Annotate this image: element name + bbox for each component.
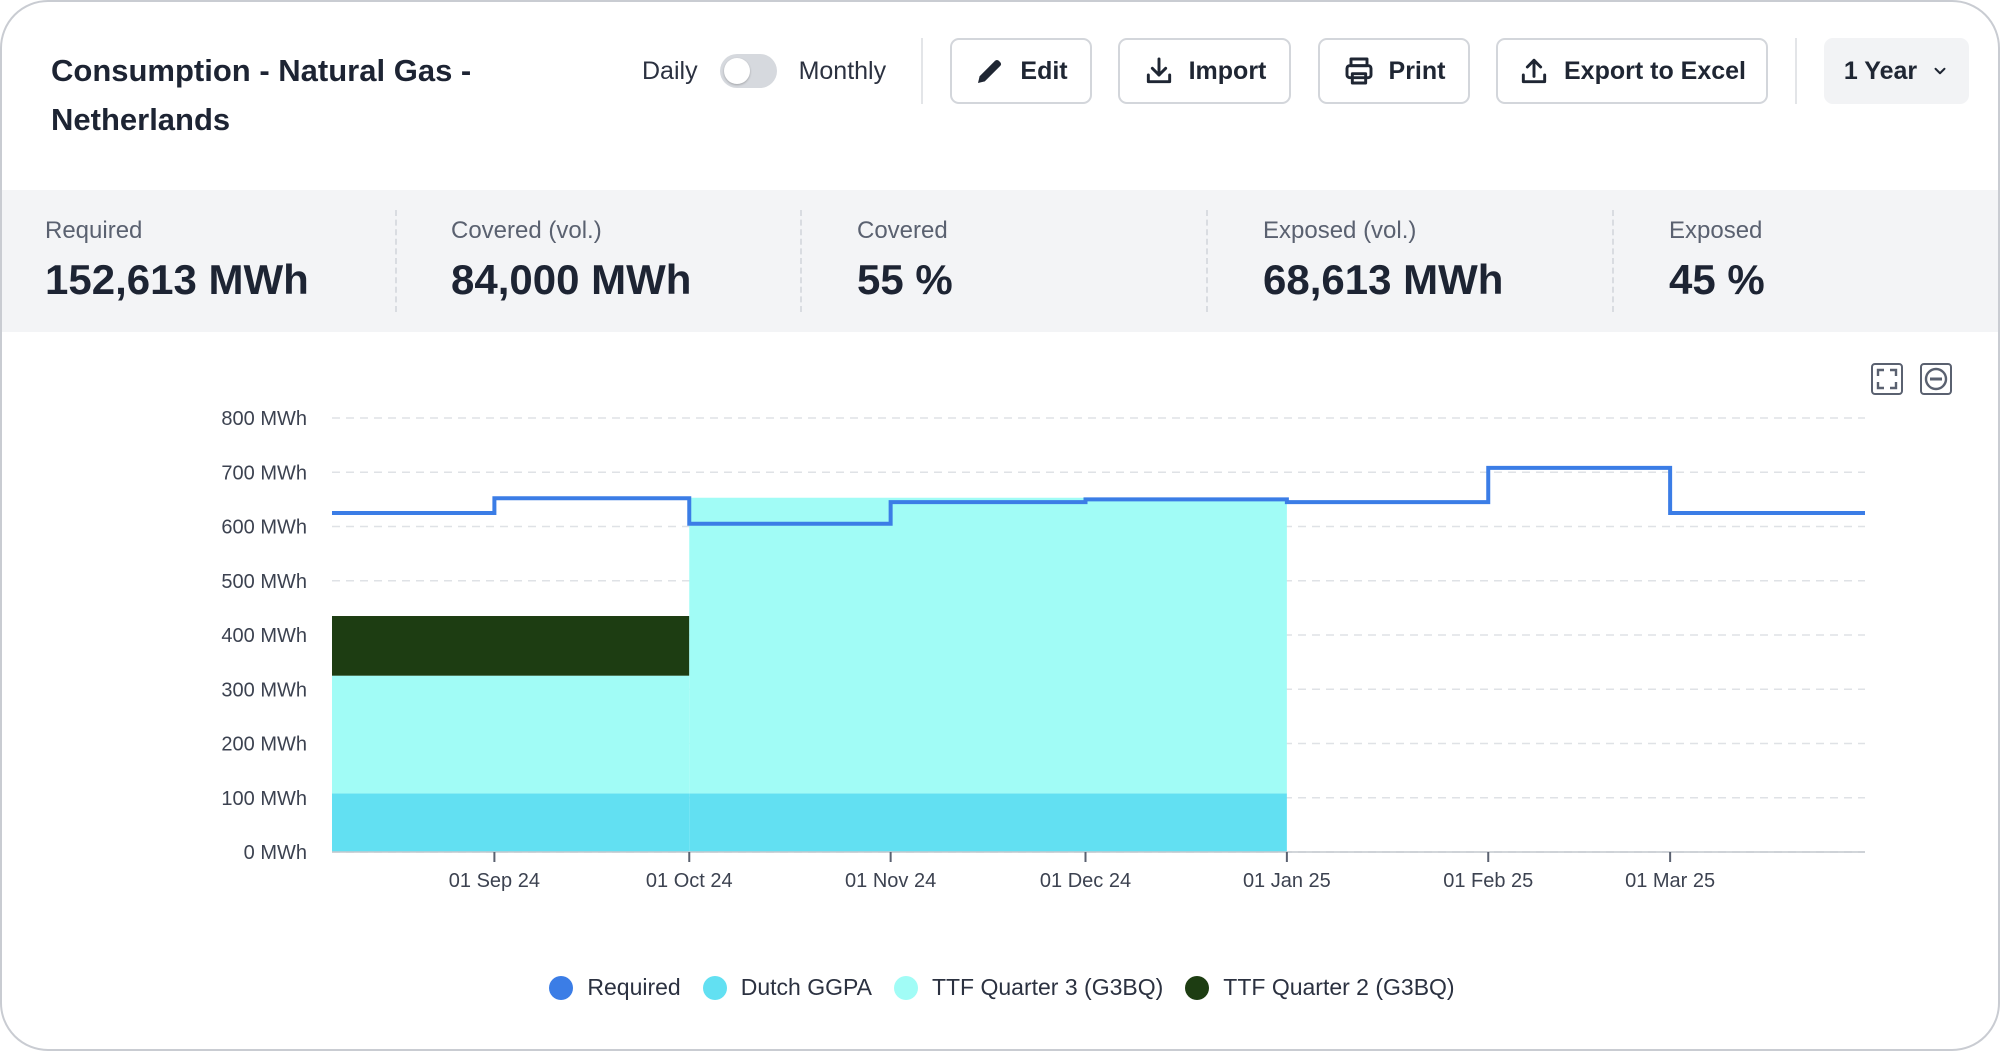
stat-required: Required 152,613 MWh [45,216,309,304]
stat-label: Required [45,217,143,244]
stat-value: 152,613 MWh [45,256,309,303]
edit-label: Edit [1020,56,1068,85]
page-title: Consumption - Natural Gas - Netherlands [51,53,472,137]
legend-item-ttf-q2[interactable]: TTF Quarter 2 (G3BQ) [1185,974,1455,1001]
printer-icon [1345,57,1372,85]
stat-label: Covered [857,217,948,244]
x-tick-label: 01 Mar 25 [1625,870,1715,892]
stat-value: 84,000 MWh [451,256,692,303]
stat-divider [395,210,397,312]
period-select[interactable]: 1 Year [1824,38,1969,104]
area-segment [332,616,690,676]
toggle-left-label: Daily [642,56,698,85]
stat-divider [1612,210,1614,312]
y-tick-label: 600 MWh [221,517,307,539]
y-tick-label: 0 MWh [244,842,307,864]
stat-divider [800,210,802,312]
area-segment [689,793,1287,852]
legend-item-required[interactable]: Required [549,974,681,1001]
y-tick-label: 500 MWh [221,571,307,593]
x-axis: 01 Sep 24 01 Oct 24 01 Nov 24 01 Dec 24 01 J… [332,851,1865,892]
stat-label: Exposed [1669,217,1763,244]
x-tick-label: 01 Jan 25 [1243,870,1331,892]
import-button[interactable]: Import [1118,38,1291,104]
y-tick-label: 700 MWh [221,462,307,484]
fullscreen-icon[interactable] [1870,362,1904,396]
y-tick-label: 100 MWh [221,788,307,810]
y-tick-label: 800 MWh [221,408,307,430]
stat-covered-volume: Covered (vol.) 84,000 MWh [451,216,691,304]
legend-dot [702,975,727,1000]
toggle-switch[interactable] [719,54,777,88]
stat-value: 45 % [1669,256,1765,303]
y-tick-label: 400 MWh [221,625,307,647]
y-tick-label: 300 MWh [221,679,307,701]
pencil-icon [978,59,1002,83]
stat-label: Covered (vol.) [451,217,602,244]
upload-icon [1521,58,1547,84]
y-tick-label: 200 MWh [221,734,307,756]
legend-label: Required [587,974,681,1000]
y-axis: 0 MWh 100 MWh 200 MWh 300 MWh 400 MWh 500 MWh… [221,408,307,864]
consumption-chart: 01 Sep 24 01 Oct 24 01 Nov 24 01 Dec 24 01 J… [221,408,1865,892]
import-label: Import [1188,56,1267,85]
legend-label: Dutch GGPA [740,974,872,1000]
x-tick-label: 01 Dec 24 [1040,870,1131,892]
legend-label: TTF Quarter 3 (G3BQ) [931,974,1164,1000]
area-segment [332,675,690,794]
required-step-line [332,465,1865,526]
area-segment [332,793,690,852]
toggle-knob [723,58,750,84]
print-button[interactable]: Print [1318,38,1470,104]
legend-dot [1185,975,1210,1000]
stat-exposed-volume: Exposed (vol.) 68,613 MWh [1263,216,1503,304]
daily-monthly-toggle[interactable]: Daily Monthly [642,50,886,92]
stat-value: 68,613 MWh [1263,256,1504,303]
header-divider [921,38,923,104]
stat-covered-percent: Covered 55 % [857,216,953,304]
legend-dot [549,975,574,1000]
download-icon [1146,57,1171,84]
x-tick-label: 01 Oct 24 [646,870,733,892]
required-line [332,465,1865,526]
export-label: Export to Excel [1564,56,1746,85]
chevron-down-icon [1934,67,1946,75]
toggle-right-label: Monthly [798,56,887,85]
period-label: 1 Year [1843,56,1918,85]
export-excel-button[interactable]: Export to Excel [1496,38,1768,104]
header-divider-2 [1795,38,1797,104]
x-tick-label: 01 Nov 24 [845,870,936,892]
stat-divider [1206,210,1208,312]
stat-label: Exposed (vol.) [1263,217,1417,244]
coverage-areas [332,497,1287,852]
legend-item-ttf-q3[interactable]: TTF Quarter 3 (G3BQ) [893,974,1164,1001]
edit-button[interactable]: Edit [950,38,1092,104]
chart-legend: Required Dutch GGPA TTF Quarter 3 (G3BQ)… [2,974,1998,1001]
stat-value: 55 % [857,256,953,303]
x-tick-label: 01 Sep 24 [449,870,540,892]
summary-stats: Required 152,613 MWh Covered (vol.) 84,0… [2,190,1998,332]
legend-dot [893,975,918,1000]
minus-circle-icon[interactable] [1919,362,1953,396]
print-label: Print [1388,56,1446,85]
legend-label: TTF Quarter 2 (G3BQ) [1223,974,1455,1000]
legend-item-dutch-ggpa[interactable]: Dutch GGPA [702,974,872,1001]
x-tick-label: 01 Feb 25 [1443,870,1533,892]
area-segment [689,497,1287,794]
stat-exposed-percent: Exposed 45 % [1669,216,1765,304]
